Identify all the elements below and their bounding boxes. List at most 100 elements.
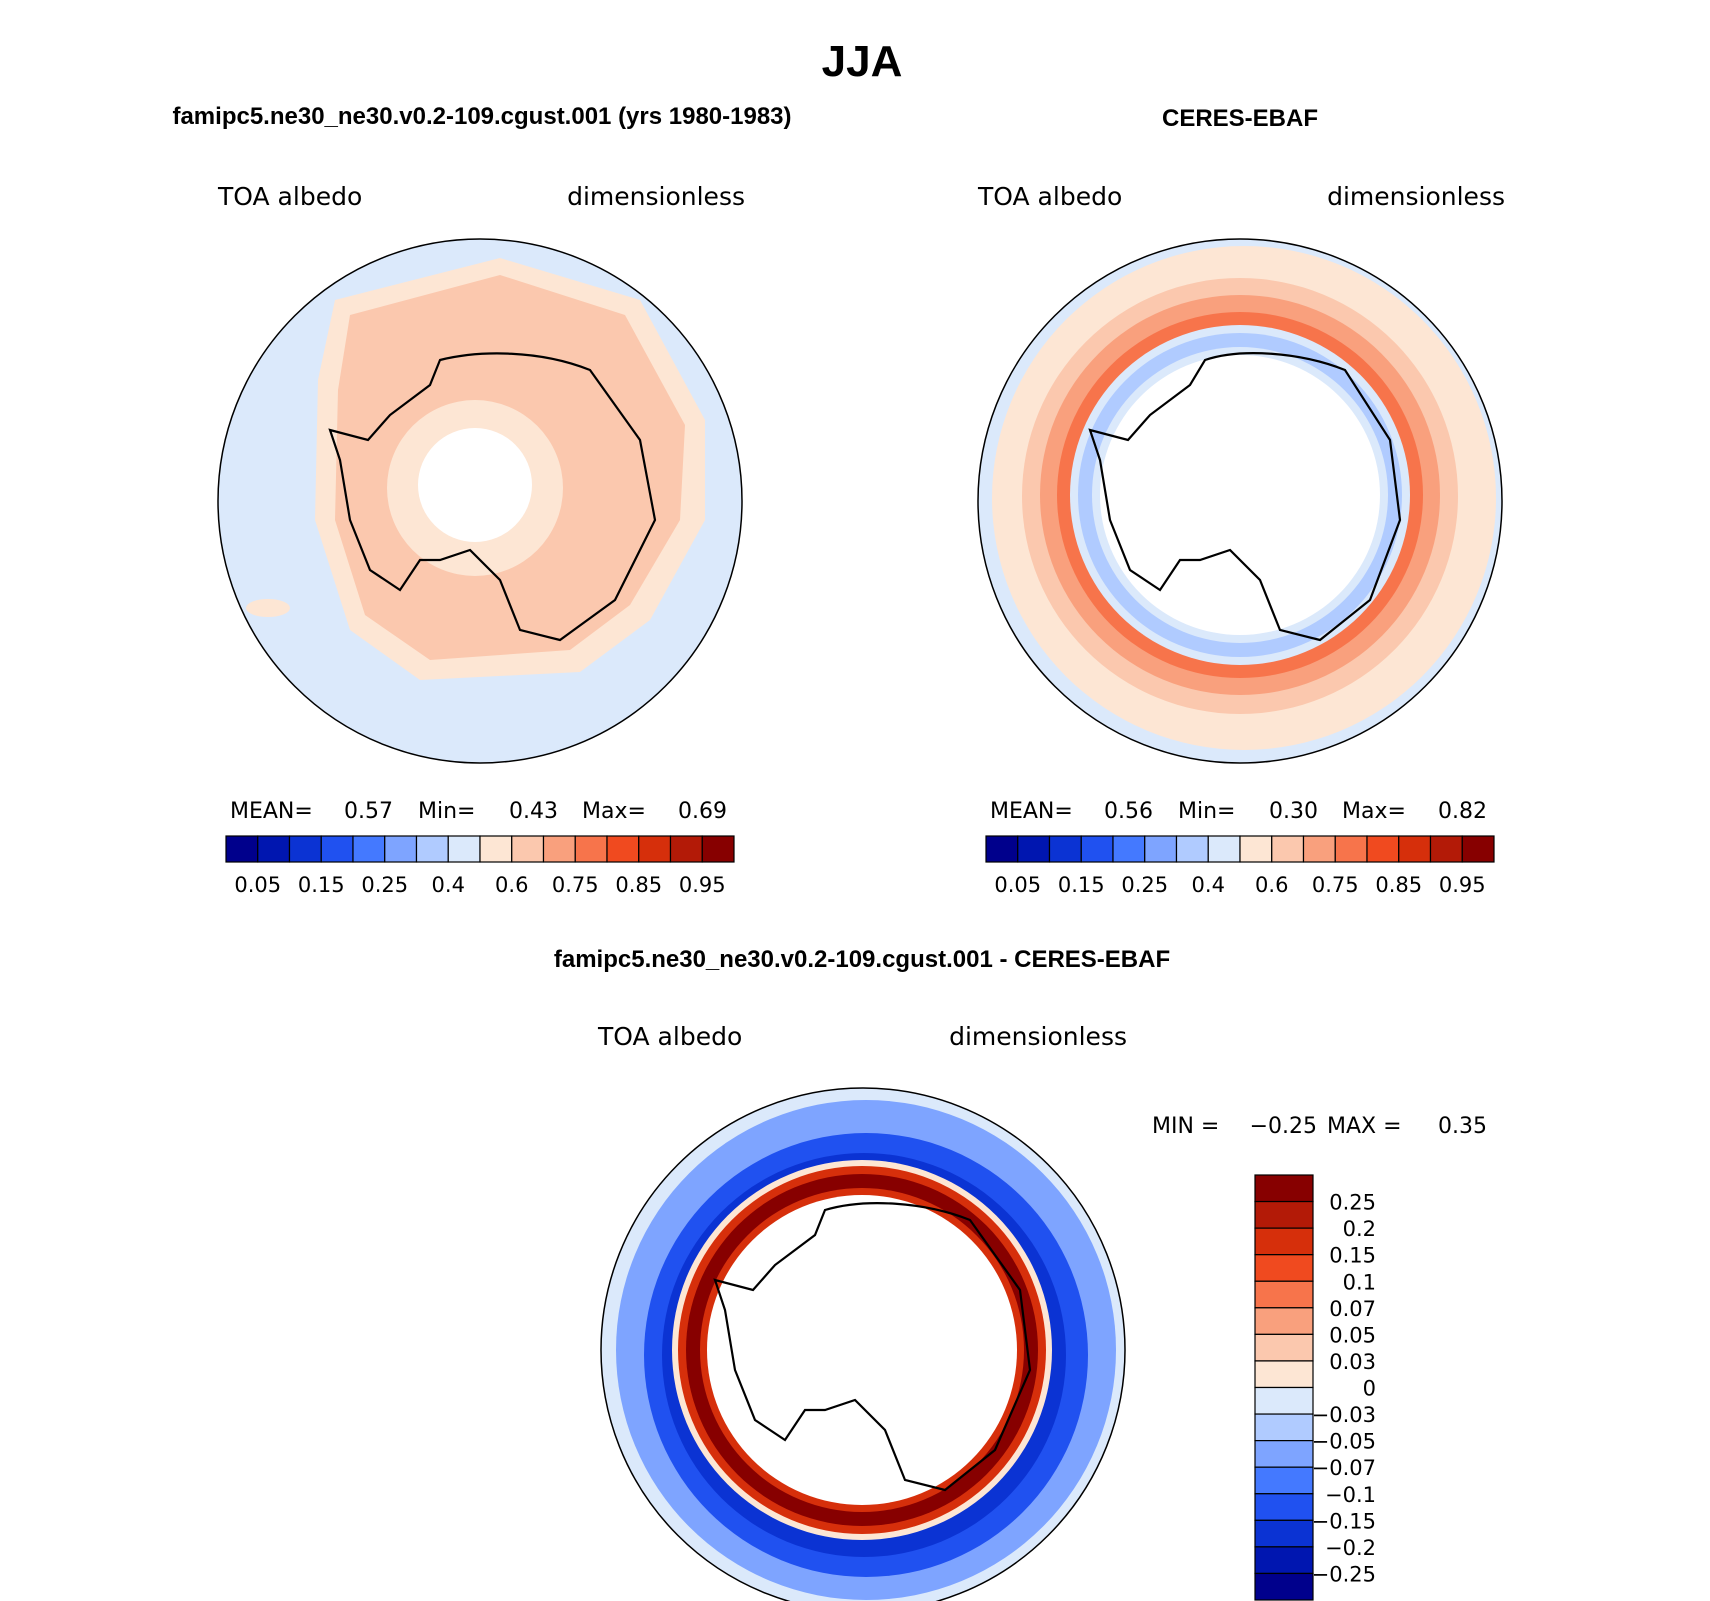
colorbar-box xyxy=(1254,1307,1314,1335)
field-patch xyxy=(246,599,290,617)
colorbar-box xyxy=(1254,1546,1314,1575)
figure-title: JJA xyxy=(822,37,903,86)
colorbar-box xyxy=(1144,835,1178,863)
colorbar-tick-label: 0.07 xyxy=(1329,1297,1376,1321)
colorbar-tick-label: 0.4 xyxy=(1192,873,1225,897)
colorbar-tick-label: 0.05 xyxy=(994,873,1041,897)
colorbar-box xyxy=(1239,835,1273,863)
colorbar-tick-label: −0.1 xyxy=(1325,1483,1376,1507)
panel-model-title: famipc5.ne30_ne30.v0.2-109.cgust.001 (yr… xyxy=(172,103,791,130)
colorbar-tick-label: 0.95 xyxy=(679,873,726,897)
colorbar-box xyxy=(1254,1386,1314,1415)
panel-diff-min-value: −0.25 xyxy=(1250,1114,1317,1139)
colorbar-tick-label: 0.85 xyxy=(615,873,662,897)
colorbar-box xyxy=(1254,1333,1314,1362)
colorbar-tick-label: −0.05 xyxy=(1312,1430,1376,1454)
colorbar-box xyxy=(1207,835,1241,863)
colorbar-tick-label: −0.2 xyxy=(1325,1536,1376,1560)
colorbar-tick-label: 0.25 xyxy=(1121,873,1168,897)
colorbar-tick-label: 0.15 xyxy=(1058,873,1105,897)
colorbar-tick-label: −0.25 xyxy=(1312,1562,1376,1586)
colorbar-box xyxy=(1429,835,1463,863)
panel-diff-colorbar: 0.250.20.150.10.070.050.030−0.03−0.05−0.… xyxy=(1254,1174,1376,1601)
panel-obs-min-label: Min= xyxy=(1178,799,1235,824)
colorbar-tick-label: 0.75 xyxy=(1312,873,1359,897)
colorbar-tick-label: −0.03 xyxy=(1312,1403,1376,1427)
colorbar-box xyxy=(288,835,322,863)
colorbar-box xyxy=(1017,835,1051,863)
panel-model-colorbar: 0.05 0.15 0.25 0.4 0.6 0.75 0.85 0.95 xyxy=(225,835,735,897)
panel-model-mean-value: 0.57 xyxy=(344,799,393,824)
colorbar-tick-label: 0.4 xyxy=(432,873,465,897)
colorbar-tick-label: 0.05 xyxy=(1329,1323,1376,1347)
colorbar-box xyxy=(1254,1360,1314,1389)
panel-model-max-value: 0.69 xyxy=(678,799,727,824)
panel-model-max-label: Max= xyxy=(582,799,646,824)
panel-diff-variable-label: TOA albedo xyxy=(597,1022,742,1051)
panel-obs-min-value: 0.30 xyxy=(1269,799,1318,824)
panel-model: famipc5.ne30_ne30.v0.2-109.cgust.001 (yr… xyxy=(172,103,791,897)
colorbar-box xyxy=(542,835,576,863)
colorbar-box xyxy=(384,835,418,863)
colorbar-box xyxy=(1254,1254,1314,1282)
field-missing-ice xyxy=(707,1195,1017,1505)
panel-diff-title: famipc5.ne30_ne30.v0.2-109.cgust.001 - C… xyxy=(554,946,1170,973)
colorbar-tick-label: 0.1 xyxy=(1343,1270,1376,1294)
colorbar-box xyxy=(701,835,735,863)
colorbar-tick-label: 0.2 xyxy=(1343,1217,1376,1241)
colorbar-box xyxy=(985,835,1019,863)
antarctica-coastline-obs xyxy=(1088,352,1402,642)
colorbar-box xyxy=(1254,1280,1314,1309)
field-missing-ice xyxy=(1100,355,1380,635)
colorbar-box xyxy=(1254,1227,1314,1256)
antarctica-coastline-diff xyxy=(713,1202,1032,1492)
panel-obs-mean-value: 0.56 xyxy=(1104,799,1153,824)
colorbar-box xyxy=(415,835,449,863)
panel-diff-map-border xyxy=(600,1087,1126,1601)
panel-diff-max-value: 0.35 xyxy=(1438,1114,1487,1139)
panel-model-mean-label: MEAN= xyxy=(230,799,313,824)
panel-obs-units-label: dimensionless xyxy=(1327,182,1505,211)
colorbar-tick-label: 0.15 xyxy=(298,873,345,897)
colorbar-box xyxy=(606,835,640,863)
field-missing-pole xyxy=(418,428,532,542)
colorbar-box xyxy=(1271,835,1305,863)
panel-diff: famipc5.ne30_ne30.v0.2-109.cgust.001 - C… xyxy=(554,946,1487,1601)
colorbar-box xyxy=(352,835,386,863)
panel-obs: CERES-EBAF TOA albedo dimensionless MEAN… xyxy=(977,105,1505,897)
colorbar-box xyxy=(1112,835,1146,863)
panel-obs-title: CERES-EBAF xyxy=(1162,105,1318,132)
colorbar-box xyxy=(669,835,703,863)
colorbar-tick-label: 0.6 xyxy=(495,873,528,897)
panel-obs-max-label: Max= xyxy=(1342,799,1406,824)
panel-diff-units-label: dimensionless xyxy=(949,1022,1127,1051)
panel-model-min-value: 0.43 xyxy=(509,799,558,824)
colorbar-box xyxy=(225,835,259,863)
panel-model-variable-label: TOA albedo xyxy=(217,182,362,211)
colorbar-box xyxy=(1398,835,1432,863)
colorbar-box xyxy=(1461,835,1495,863)
colorbar-tick-label: −0.07 xyxy=(1312,1456,1376,1480)
panel-model-min-label: Min= xyxy=(418,799,475,824)
colorbar-tick-label: 0.6 xyxy=(1255,873,1288,897)
colorbar-tick-label: 0.25 xyxy=(1329,1191,1376,1215)
panel-obs-mean-label: MEAN= xyxy=(990,799,1073,824)
colorbar-box xyxy=(320,835,354,863)
colorbar-tick-label: −0.15 xyxy=(1312,1509,1376,1533)
panel-model-field xyxy=(218,239,742,763)
colorbar-box xyxy=(1254,1572,1314,1601)
panel-obs-max-value: 0.82 xyxy=(1438,799,1487,824)
colorbar-tick-label: 0.05 xyxy=(234,873,281,897)
colorbar-box xyxy=(1254,1466,1314,1495)
colorbar-tick-label: 0.15 xyxy=(1329,1244,1376,1268)
colorbar-box xyxy=(257,835,291,863)
panel-obs-variable-label: TOA albedo xyxy=(977,182,1122,211)
panel-obs-map-border xyxy=(977,238,1503,764)
colorbar-box xyxy=(479,835,513,863)
colorbar-box xyxy=(1254,1200,1314,1229)
colorbar-tick-label: 0.95 xyxy=(1439,873,1486,897)
colorbar-box xyxy=(1366,835,1400,863)
colorbar-box xyxy=(574,835,608,863)
colorbar-box xyxy=(1254,1493,1314,1521)
